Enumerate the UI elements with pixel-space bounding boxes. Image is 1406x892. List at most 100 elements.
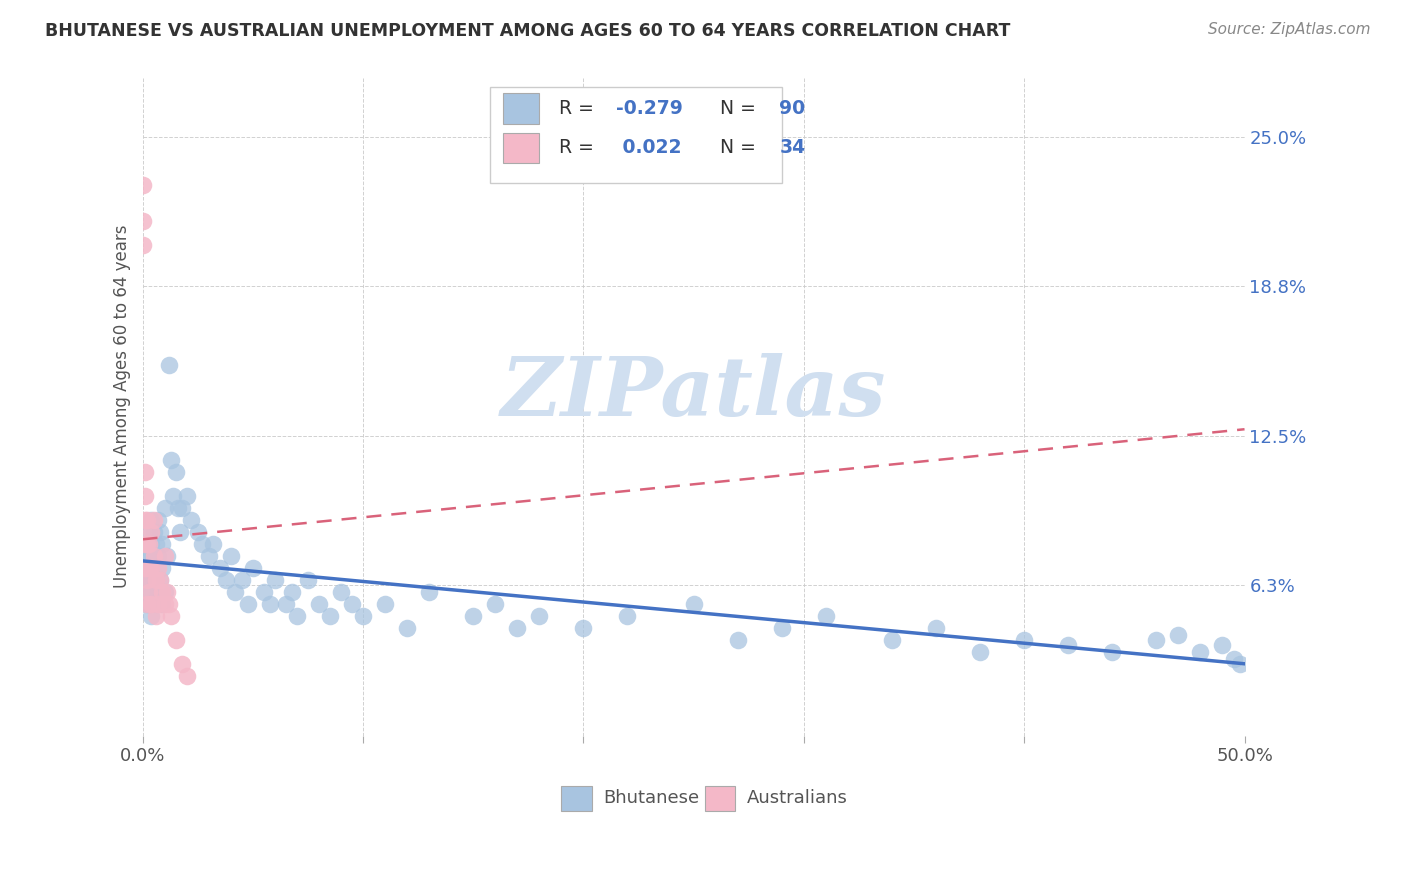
Point — [138, 597, 160, 611]
Text: ZIPatlas: ZIPatlas — [501, 353, 886, 434]
Point — [925, 621, 948, 635]
Point — [141, 597, 163, 611]
Point — [149, 573, 172, 587]
Point — [134, 561, 156, 575]
Point — [1229, 657, 1251, 671]
Point — [572, 621, 595, 635]
Point — [136, 573, 159, 587]
Point — [263, 573, 285, 587]
Point — [1012, 632, 1035, 647]
Text: 34: 34 — [779, 138, 806, 157]
Point — [149, 573, 172, 587]
Point — [1057, 638, 1080, 652]
Point — [138, 573, 160, 587]
Point — [131, 178, 153, 193]
Point — [150, 585, 173, 599]
Point — [1144, 632, 1167, 647]
Point — [814, 608, 837, 623]
Point — [169, 525, 191, 540]
Point — [529, 608, 551, 623]
Point — [166, 501, 188, 516]
Point — [202, 537, 225, 551]
Point — [156, 585, 179, 599]
Point — [136, 561, 159, 575]
Point — [1167, 628, 1189, 642]
Point — [319, 608, 342, 623]
Point — [153, 597, 176, 611]
Point — [141, 561, 163, 575]
Point — [340, 597, 363, 611]
Point — [138, 525, 160, 540]
Point — [153, 549, 176, 563]
Text: Bhutanese: Bhutanese — [603, 789, 699, 807]
Point — [134, 513, 156, 527]
Point — [281, 585, 304, 599]
Text: R =: R = — [560, 138, 600, 157]
Point — [770, 621, 793, 635]
Point — [138, 549, 160, 563]
Point — [141, 513, 163, 527]
Point — [374, 597, 396, 611]
Point — [253, 585, 276, 599]
Point — [136, 537, 159, 551]
Point — [187, 525, 209, 540]
Point — [242, 561, 264, 575]
Point — [142, 513, 165, 527]
Y-axis label: Unemployment Among Ages 60 to 64 years: Unemployment Among Ages 60 to 64 years — [114, 225, 131, 588]
Point — [238, 597, 260, 611]
Point — [142, 573, 165, 587]
Point — [172, 657, 194, 671]
Point — [136, 597, 159, 611]
Point — [191, 537, 214, 551]
Point — [176, 489, 198, 503]
Text: Source: ZipAtlas.com: Source: ZipAtlas.com — [1208, 22, 1371, 37]
Point — [145, 573, 167, 587]
Point — [165, 466, 187, 480]
Point — [142, 549, 165, 563]
Point — [142, 525, 165, 540]
Point — [727, 632, 749, 647]
Point — [969, 645, 991, 659]
Point — [146, 549, 169, 563]
Text: 90: 90 — [779, 99, 806, 118]
Point — [141, 585, 163, 599]
Point — [176, 669, 198, 683]
Point — [180, 513, 202, 527]
Point — [138, 537, 160, 551]
Point — [160, 608, 183, 623]
Point — [146, 513, 169, 527]
Point — [616, 608, 638, 623]
Point — [145, 608, 167, 623]
Point — [506, 621, 529, 635]
FancyBboxPatch shape — [503, 93, 540, 123]
Point — [329, 585, 352, 599]
Point — [134, 489, 156, 503]
Point — [165, 632, 187, 647]
Point — [142, 597, 165, 611]
Point — [134, 573, 156, 587]
Point — [134, 537, 156, 551]
Text: N =: N = — [707, 138, 762, 157]
Point — [141, 608, 163, 623]
FancyBboxPatch shape — [503, 133, 540, 163]
Text: BHUTANESE VS AUSTRALIAN UNEMPLOYMENT AMONG AGES 60 TO 64 YEARS CORRELATION CHART: BHUTANESE VS AUSTRALIAN UNEMPLOYMENT AMO… — [45, 22, 1011, 40]
Point — [197, 549, 219, 563]
Point — [215, 573, 238, 587]
Text: 0.022: 0.022 — [616, 138, 682, 157]
Point — [136, 513, 159, 527]
Point — [146, 561, 169, 575]
Point — [157, 358, 180, 372]
Point — [145, 573, 167, 587]
Point — [131, 238, 153, 252]
Point — [156, 549, 179, 563]
Point — [150, 561, 173, 575]
Point — [134, 585, 156, 599]
Point — [153, 501, 176, 516]
Point — [224, 585, 246, 599]
Point — [145, 537, 167, 551]
Text: R =: R = — [560, 99, 600, 118]
Point — [259, 597, 281, 611]
Point — [141, 537, 163, 551]
Point — [484, 597, 506, 611]
Text: N =: N = — [707, 99, 762, 118]
